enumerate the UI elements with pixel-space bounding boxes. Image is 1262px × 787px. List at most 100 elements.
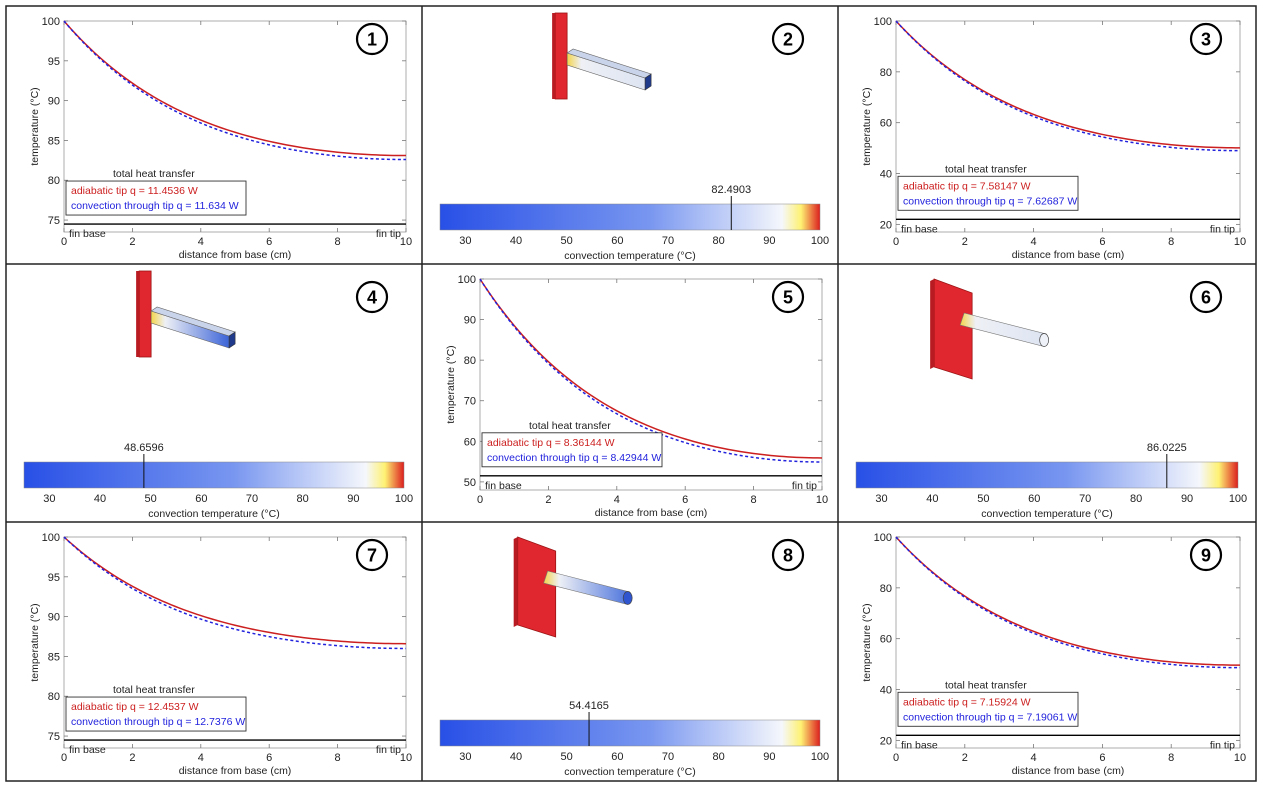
colorbar-tick-label: 30 bbox=[875, 493, 887, 505]
colorbar-tick-label: 70 bbox=[662, 235, 674, 247]
plot-frame bbox=[895, 536, 1241, 749]
colorbar-marker-value: 82.4903 bbox=[711, 184, 751, 196]
colorbar-tick-label: 80 bbox=[297, 493, 309, 505]
panel-3: 20 40 60 80 100 0 2 4 6 8 10 distance from base (cm… bbox=[838, 6, 1256, 264]
colorbar-tick-label: 50 bbox=[977, 493, 989, 505]
base-wall bbox=[517, 536, 557, 638]
colorbar-tick-label: 50 bbox=[561, 751, 573, 763]
panel-number: 6 bbox=[1201, 288, 1211, 308]
fin-body bbox=[959, 312, 1047, 347]
legend-entry: adiabatic tip q = 12.4537 W bbox=[71, 701, 199, 713]
fin-tip-label: fin tip bbox=[376, 744, 401, 756]
y-tick-label: 90 bbox=[464, 315, 476, 327]
fin-base-label: fin base bbox=[485, 480, 522, 492]
x-tick-label: 8 bbox=[751, 494, 757, 506]
legend-box bbox=[65, 180, 247, 216]
x-tick-label: 0 bbox=[477, 494, 483, 506]
y-tick-label: 95 bbox=[48, 572, 60, 584]
panel-number: 4 bbox=[367, 288, 377, 308]
x-tick-label: 2 bbox=[962, 752, 968, 764]
legend-entry: convection through tip q = 7.62687 W bbox=[903, 195, 1077, 207]
legend-box bbox=[897, 175, 1079, 211]
base-wall-side bbox=[930, 279, 935, 369]
base-wall-side bbox=[552, 13, 556, 99]
colorbar-marker-value: 48.6596 bbox=[124, 442, 164, 454]
y-tick-label: 60 bbox=[464, 436, 476, 448]
legend-title: total heat transfer bbox=[113, 168, 195, 180]
colorbar-tick-label: 30 bbox=[459, 235, 471, 247]
panel-5: 50 60 70 80 90 100 0 2 4 6 8 10 distance from base (… bbox=[422, 264, 838, 522]
colorbar-tick-label: 80 bbox=[713, 751, 725, 763]
fin-tip-label: fin tip bbox=[1210, 223, 1235, 235]
base-wall bbox=[554, 12, 568, 100]
y-tick-label: 20 bbox=[880, 735, 892, 747]
y-tick-label: 80 bbox=[48, 175, 60, 187]
colorbar-tick-label: 60 bbox=[611, 235, 623, 247]
legend-title: total heat transfer bbox=[945, 163, 1027, 175]
colorbar-tick-label: 40 bbox=[926, 493, 938, 505]
fin-tip-label: fin tip bbox=[1210, 739, 1235, 751]
y-tick-label: 40 bbox=[880, 169, 892, 181]
x-tick-label: 8 bbox=[335, 236, 341, 248]
x-tick-label: 0 bbox=[61, 752, 67, 764]
x-tick-label: 10 bbox=[1234, 236, 1246, 248]
panel-1: 75 80 85 90 95 100 0 2 4 6 8 10 distance from base (… bbox=[6, 6, 422, 264]
series-line-adiabatic-tip bbox=[63, 536, 407, 645]
legend-box bbox=[897, 691, 1079, 727]
legend-entry: convection through tip q = 7.19061 W bbox=[903, 711, 1077, 723]
panel-number-circle bbox=[355, 538, 389, 572]
fin-base-label: fin base bbox=[69, 744, 106, 756]
series-line-adiabatic-tip bbox=[63, 20, 407, 157]
temperature-plot: 20 40 60 80 100 0 2 4 6 8 10 distance from base (cm… bbox=[861, 532, 1246, 777]
temperature-plot: 75 80 85 90 95 100 0 2 4 6 8 10 distance from base (… bbox=[29, 532, 412, 777]
colorbar-marker-value: 86.0225 bbox=[1147, 442, 1187, 454]
x-tick-label: 10 bbox=[400, 752, 412, 764]
y-tick-label: 60 bbox=[880, 118, 892, 130]
y-tick-label: 80 bbox=[48, 691, 60, 703]
x-tick-label: 4 bbox=[198, 752, 204, 764]
x-axis-label: distance from base (cm) bbox=[179, 765, 292, 777]
y-axis-label: temperature (°C) bbox=[861, 87, 873, 165]
colorbar-tick-label: 60 bbox=[195, 493, 207, 505]
panel-number: 5 bbox=[783, 288, 793, 308]
panel-number-circle bbox=[771, 22, 805, 56]
panel-number: 3 bbox=[1201, 30, 1211, 50]
x-tick-label: 8 bbox=[1168, 752, 1174, 764]
legend-box bbox=[65, 696, 247, 732]
legend-entry: convection through tip q = 12.7376 W bbox=[71, 716, 245, 728]
x-tick-label: 6 bbox=[1099, 752, 1105, 764]
legend-entry: adiabatic tip q = 11.4536 W bbox=[71, 185, 198, 197]
fin-tip-face bbox=[644, 73, 652, 91]
base-wall bbox=[138, 270, 152, 358]
y-tick-label: 85 bbox=[48, 651, 60, 663]
colorbar bbox=[855, 461, 1239, 489]
y-tick-label: 100 bbox=[42, 16, 60, 28]
y-tick-label: 75 bbox=[48, 215, 60, 227]
y-tick-label: 80 bbox=[464, 355, 476, 367]
x-axis-label: distance from base (cm) bbox=[179, 249, 292, 261]
y-axis-label: temperature (°C) bbox=[445, 345, 457, 423]
x-tick-label: 0 bbox=[893, 236, 899, 248]
colorbar-label: convection temperature (°C) bbox=[148, 508, 279, 520]
y-axis-label: temperature (°C) bbox=[29, 87, 41, 165]
temperature-plot: 50 60 70 80 90 100 0 2 4 6 8 10 distance from base (… bbox=[445, 274, 828, 519]
colorbar-tick-label: 80 bbox=[713, 235, 725, 247]
x-tick-label: 0 bbox=[893, 752, 899, 764]
y-tick-label: 50 bbox=[464, 477, 476, 489]
colorbar bbox=[439, 719, 821, 747]
fin-tip-face bbox=[228, 331, 236, 349]
legend-entry: adiabatic tip q = 7.15924 W bbox=[903, 696, 1031, 708]
panel-2: 30 40 50 60 70 80 90 100 82.4903 convection tempe… bbox=[422, 6, 838, 264]
x-axis-label: distance from base (cm) bbox=[1012, 249, 1125, 261]
x-tick-label: 4 bbox=[198, 236, 204, 248]
series-line-convection-tip bbox=[63, 20, 407, 161]
y-tick-label: 20 bbox=[880, 219, 892, 231]
series-line-convection-tip bbox=[895, 536, 1241, 669]
fin-visualization: 30 40 50 60 70 80 90 100 48.6596 convection tempe… bbox=[23, 270, 413, 520]
x-tick-label: 6 bbox=[1099, 236, 1105, 248]
x-tick-label: 8 bbox=[335, 752, 341, 764]
colorbar-tick-label: 30 bbox=[459, 751, 471, 763]
fin-visualization: 30 40 50 60 70 80 90 100 86.0225 convection tempe… bbox=[855, 278, 1247, 520]
x-tick-label: 4 bbox=[1031, 236, 1037, 248]
